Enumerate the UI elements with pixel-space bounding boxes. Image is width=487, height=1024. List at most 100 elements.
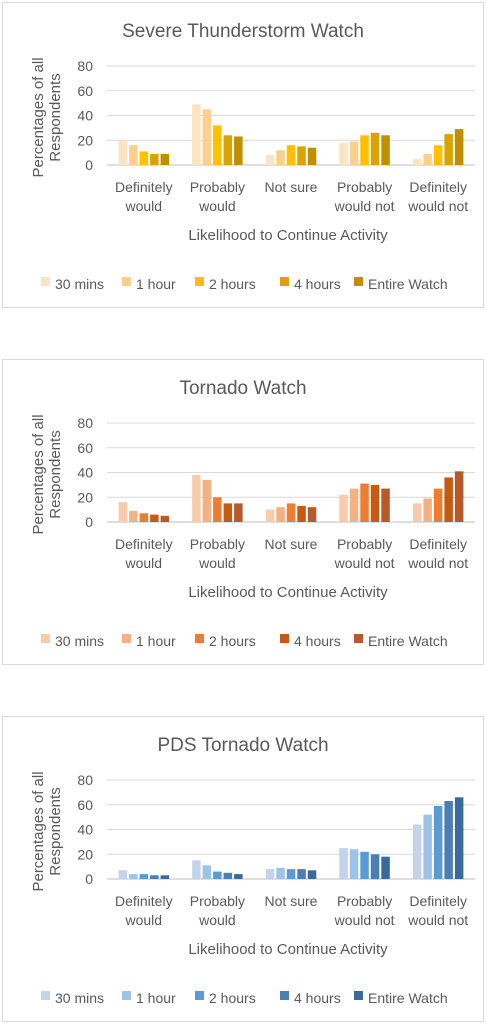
bar xyxy=(360,851,369,879)
chart-tornado: Tornado Watch 0 20 40 60 80 Percentages of all… xyxy=(30,378,475,649)
x-category-label: Not sure xyxy=(265,536,318,552)
chart-title: Tornado Watch xyxy=(179,378,306,399)
x-category-label: Probably would not xyxy=(334,536,395,571)
legend-label: 2 hours xyxy=(209,633,256,649)
legend-swatch xyxy=(354,991,363,1000)
bar xyxy=(118,502,128,522)
legend-swatch xyxy=(195,634,204,643)
bar xyxy=(454,129,464,165)
y-tick-label: 0 xyxy=(85,871,93,887)
legend-label: Entire Watch xyxy=(368,633,448,649)
bar xyxy=(192,475,201,522)
bar xyxy=(160,875,170,879)
bar xyxy=(412,824,422,879)
bar xyxy=(160,153,170,165)
bar xyxy=(349,488,359,522)
legend-label: 1 hour xyxy=(136,633,176,649)
bar xyxy=(381,856,390,879)
bar xyxy=(223,135,233,165)
bar xyxy=(339,494,348,522)
bar xyxy=(276,867,285,879)
x-category-label: Definitely would not xyxy=(407,893,468,928)
y-tick-label: 0 xyxy=(85,514,93,530)
bar xyxy=(444,134,453,165)
bar xyxy=(265,155,275,165)
bar xyxy=(349,141,359,165)
bar xyxy=(202,865,212,879)
bar xyxy=(454,471,464,522)
bar xyxy=(276,150,285,165)
bar xyxy=(423,814,432,879)
bar xyxy=(370,484,380,522)
bar xyxy=(286,503,296,522)
bar xyxy=(433,488,443,522)
bar xyxy=(444,477,453,522)
chart-panel-severe-thunderstorm: Severe Thunderstorm Watch 0 20 40 60 80 Percen… xyxy=(2,2,484,308)
chart-severe-thunderstorm: Severe Thunderstorm Watch 0 20 40 60 80 Percen… xyxy=(30,21,475,292)
bar xyxy=(370,132,380,165)
x-category-label: Probably would not xyxy=(334,893,395,928)
legend-swatch xyxy=(354,277,363,286)
bar xyxy=(381,135,390,165)
bar xyxy=(213,871,222,879)
legend-label: 2 hours xyxy=(209,276,256,292)
y-tick-label: 60 xyxy=(77,440,93,456)
legend-swatch xyxy=(354,634,363,643)
x-category-label: Definitely would xyxy=(115,893,173,928)
bar xyxy=(160,515,170,522)
bar xyxy=(412,503,422,522)
legend-label: 4 hours xyxy=(294,990,341,1006)
bar xyxy=(202,479,212,522)
bar xyxy=(150,153,159,165)
x-category-label: Definitely would not xyxy=(407,179,468,214)
bar xyxy=(276,507,285,522)
chart-title: PDS Tornado Watch xyxy=(157,735,328,756)
x-category-label: Definitely would xyxy=(115,536,173,571)
y-tick-label: 80 xyxy=(77,772,93,788)
bar xyxy=(234,136,243,165)
bar xyxy=(433,806,443,879)
legend-swatch xyxy=(41,277,50,286)
x-axis-label: Likelihood to Continue Activity xyxy=(188,584,388,601)
bar xyxy=(213,125,222,165)
y-tick-label: 20 xyxy=(77,489,93,505)
y-axis-label: Percentages of allRespondents xyxy=(30,771,64,891)
chart-panel-pds-tornado: PDS Tornado Watch 0 20 40 60 80 Percentages of… xyxy=(2,716,484,1022)
bar xyxy=(454,797,464,879)
bar xyxy=(192,104,201,165)
y-tick-label: 0 xyxy=(85,157,93,173)
bar xyxy=(213,497,222,523)
y-axis-label: Percentages of allRespondents xyxy=(30,57,64,177)
y-axis-label: Percentages of allRespondents xyxy=(30,414,64,534)
y-tick-label: 40 xyxy=(77,108,93,124)
bar xyxy=(297,869,306,879)
bar xyxy=(202,109,212,165)
bar xyxy=(118,870,128,879)
legend-swatch xyxy=(122,634,131,643)
x-category-label: Probably would xyxy=(190,179,245,214)
bar xyxy=(223,872,233,879)
x-category-label: Probably would not xyxy=(334,179,395,214)
x-axis-label: Likelihood to Continue Activity xyxy=(188,227,388,244)
bar xyxy=(118,140,128,166)
y-tick-label: 20 xyxy=(77,846,93,862)
bar xyxy=(129,510,138,522)
x-category-label: Not sure xyxy=(265,179,318,195)
bar xyxy=(307,870,317,879)
y-tick-label: 60 xyxy=(77,797,93,813)
bar xyxy=(381,488,390,522)
y-tick-label: 60 xyxy=(77,83,93,99)
bar xyxy=(150,514,159,522)
legend-label: 4 hours xyxy=(294,276,341,292)
legend-label: 1 hour xyxy=(136,990,176,1006)
y-tick-label: 20 xyxy=(77,132,93,148)
y-tick-label: 80 xyxy=(77,58,93,74)
legend-swatch xyxy=(280,991,289,1000)
legend-swatch xyxy=(195,277,204,286)
legend-label: 30 mins xyxy=(55,990,104,1006)
bar xyxy=(139,151,149,165)
bar xyxy=(286,869,296,879)
bar xyxy=(265,509,275,522)
legend-swatch xyxy=(280,277,289,286)
y-tick-label: 40 xyxy=(77,465,93,481)
